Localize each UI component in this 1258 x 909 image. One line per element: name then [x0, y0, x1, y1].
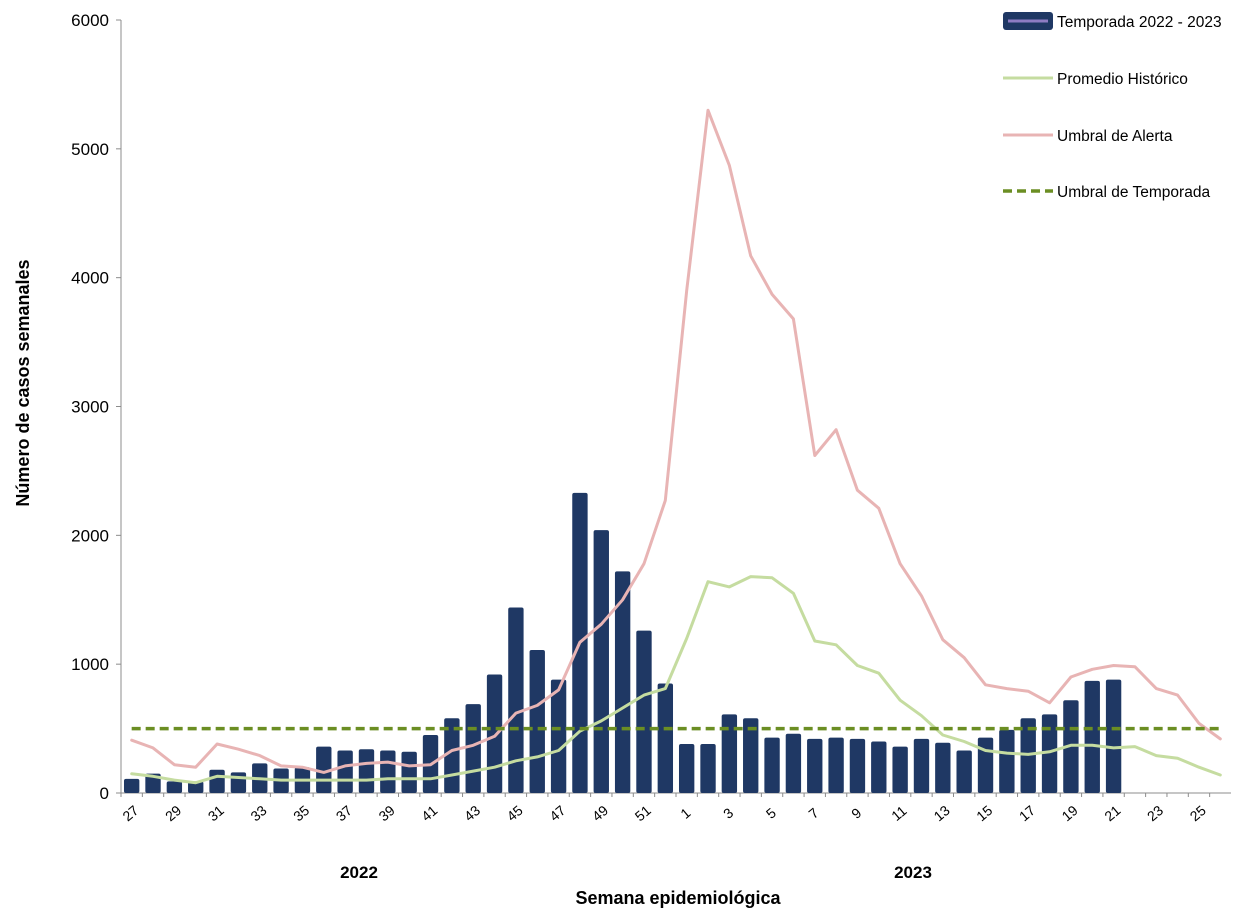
- bar: [508, 607, 524, 793]
- x-tick-label: 29: [162, 802, 184, 824]
- year-label-2022: 2022: [340, 863, 378, 882]
- x-tick-label: 39: [376, 802, 398, 824]
- bar: [977, 737, 994, 793]
- x-tick-label: 41: [418, 802, 440, 824]
- x-tick-label: 35: [290, 802, 312, 824]
- x-tick-label: 13: [931, 802, 953, 824]
- bar: [678, 744, 695, 793]
- x-tick-label: 47: [546, 802, 568, 824]
- bar: [230, 772, 247, 793]
- bar: [1084, 680, 1100, 793]
- x-tick-label: 33: [247, 802, 269, 824]
- bar-series: [123, 492, 1122, 793]
- bar: [1105, 679, 1122, 793]
- legend-item-umbral-temporada: Umbral de Temporada: [1003, 184, 1210, 201]
- legend-label-umbral-temporada: Umbral de Temporada: [1057, 184, 1210, 201]
- y-axis-title: Número de casos semanales: [13, 259, 33, 506]
- bar: [807, 738, 823, 793]
- bar: [785, 733, 802, 793]
- x-tick-label: 19: [1059, 802, 1081, 824]
- bar: [764, 737, 780, 793]
- line-series: [130, 108, 1222, 785]
- bar: [1041, 714, 1058, 793]
- x-tick-label: 17: [1016, 802, 1038, 824]
- y-axis: 0 1000 2000 3000 4000 5000 6000: [71, 11, 122, 803]
- bar: [743, 718, 759, 793]
- bar: [593, 530, 609, 793]
- x-axis: 27 29 31 33 35 37 39 41 43 45 47 49 51 1 3 5 7 9 11 13 15 17 1…: [119, 792, 1231, 824]
- x-tick-label: 43: [461, 802, 483, 824]
- bar: [465, 704, 481, 793]
- bar: [209, 769, 225, 793]
- legend: Temporada 2022 - 2023 Promedio Histórico…: [1003, 12, 1222, 201]
- x-tick-label: 31: [205, 802, 227, 824]
- bar: [550, 679, 567, 793]
- x-tick-label: 11: [888, 802, 910, 824]
- x-ticks: 27 29 31 33 35 37 39 41 43 45 47 49 51 1 3 5 7 9 11 13 15 17 1…: [119, 793, 1211, 824]
- x-tick-label: 15: [973, 802, 995, 824]
- year-label-2023: 2023: [894, 863, 932, 882]
- y-tick-label: 5000: [71, 140, 109, 159]
- bar: [358, 749, 375, 793]
- y-tick-label: 4000: [71, 269, 109, 288]
- y-tick-label: 2000: [71, 526, 109, 545]
- bar: [657, 683, 674, 793]
- bar: [486, 674, 503, 793]
- bar: [849, 738, 866, 793]
- x-tick-label: 49: [589, 802, 611, 824]
- bar: [828, 737, 844, 793]
- x-tick-label: 9: [848, 804, 864, 821]
- x-tick-label: 45: [504, 802, 526, 824]
- x-tick-label: 21: [1101, 802, 1123, 824]
- bar: [166, 781, 183, 793]
- y-tick-label: 1000: [71, 655, 109, 674]
- y-ticks: 0 1000 2000 3000 4000 5000 6000: [71, 11, 121, 803]
- x-axis-title: Semana epidemiológica: [575, 888, 781, 908]
- y-tick-label: 0: [100, 784, 109, 803]
- x-tick-label: 37: [333, 802, 355, 824]
- x-tick-label: 7: [805, 804, 821, 821]
- promedio-historico-line: [130, 575, 1222, 785]
- bar: [123, 778, 140, 793]
- bar: [721, 714, 738, 793]
- x-tick-label: 25: [1187, 802, 1209, 824]
- bar: [956, 750, 972, 793]
- x-tick-label: 5: [763, 804, 779, 821]
- legend-label-alerta: Umbral de Alerta: [1057, 128, 1173, 145]
- legend-item-temporada: Temporada 2022 - 2023: [1003, 12, 1222, 31]
- bar: [529, 649, 545, 793]
- bar: [700, 744, 716, 793]
- bar: [401, 751, 417, 793]
- legend-label-promedio: Promedio Histórico: [1057, 71, 1188, 88]
- umbral-alerta-line: [130, 108, 1222, 774]
- x-tick-label: 23: [1144, 802, 1166, 824]
- x-tick-label: 3: [720, 804, 736, 821]
- bar: [913, 738, 930, 793]
- y-tick-label: 3000: [71, 398, 109, 417]
- x-tick-label: 1: [677, 804, 693, 821]
- bar: [871, 741, 887, 793]
- bar: [935, 742, 951, 793]
- bar: [892, 746, 908, 793]
- legend-item-alerta: Umbral de Alerta: [1003, 128, 1173, 145]
- y-tick-label: 6000: [71, 11, 109, 30]
- legend-label-temporada: Temporada 2022 - 2023: [1057, 14, 1222, 31]
- bar: [337, 750, 353, 793]
- bar: [614, 571, 631, 793]
- bar: [380, 750, 396, 793]
- x-tick-label: 51: [632, 802, 654, 824]
- bar: [999, 729, 1015, 793]
- legend-item-promedio: Promedio Histórico: [1003, 71, 1188, 88]
- bar: [188, 781, 204, 793]
- bar: [636, 630, 652, 793]
- x-tick-label: 27: [119, 802, 141, 824]
